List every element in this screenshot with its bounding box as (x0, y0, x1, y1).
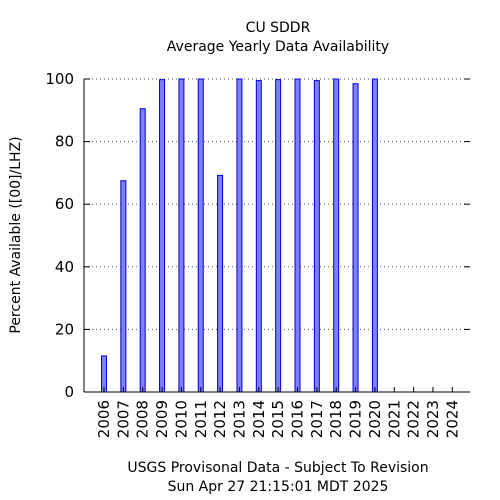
bar-2017 (313, 80, 320, 393)
x-tick-label-2009: 2009 (153, 400, 171, 438)
bar-2019 (352, 83, 359, 393)
bar-2015 (275, 79, 282, 393)
bar-2011 (197, 78, 204, 393)
x-tick-label-2008: 2008 (134, 400, 152, 438)
x-tick-label-2022: 2022 (405, 400, 423, 438)
x-tick-label-2010: 2010 (172, 400, 190, 438)
x-tick-label-2011: 2011 (192, 400, 210, 438)
chart-title: CU SDDR (245, 20, 311, 36)
bar-2020 (371, 78, 378, 393)
y-tick-label: 0 (64, 383, 74, 401)
x-tick-label-2014: 2014 (250, 400, 268, 438)
bar-2012 (217, 174, 224, 393)
bar-2010 (178, 78, 185, 393)
x-tick-label-2016: 2016 (289, 400, 307, 438)
x-tick-label-2012: 2012 (211, 400, 229, 438)
y-tick-label: 40 (55, 258, 74, 276)
y-tick-label: 20 (55, 320, 74, 338)
bar-2013 (236, 78, 243, 393)
x-tick-label-2019: 2019 (347, 400, 365, 438)
bar-2008 (139, 108, 146, 393)
x-tick-label-2007: 2007 (114, 400, 132, 438)
chart-subtitle: Average Yearly Data Availability (166, 39, 390, 55)
bar-2014 (255, 80, 262, 393)
bar-2007 (120, 180, 127, 393)
footer-disclaimer: USGS Provisonal Data - Subject To Revisi… (127, 460, 429, 476)
x-tick-label-2024: 2024 (443, 400, 461, 438)
x-tick-label-2018: 2018 (327, 400, 345, 438)
x-tick-label-2020: 2020 (366, 400, 384, 438)
x-tick-label-2021: 2021 (385, 400, 403, 438)
bar-2009 (159, 79, 166, 393)
x-tick-label-2017: 2017 (308, 400, 326, 438)
y-tick-label: 60 (55, 195, 74, 213)
bar-2016 (294, 78, 301, 393)
x-tick-label-2013: 2013 (230, 400, 248, 438)
x-tick-label-2006: 2006 (95, 400, 113, 438)
y-tick-label: 80 (55, 133, 74, 151)
x-tick-label-2023: 2023 (424, 400, 442, 438)
footer-timestamp: Sun Apr 27 21:15:01 MDT 2025 (167, 479, 389, 495)
bar-2018 (333, 78, 340, 393)
y-tick-label: 100 (45, 70, 74, 88)
x-tick-label-2015: 2015 (269, 400, 287, 438)
bar-2006 (101, 355, 107, 393)
